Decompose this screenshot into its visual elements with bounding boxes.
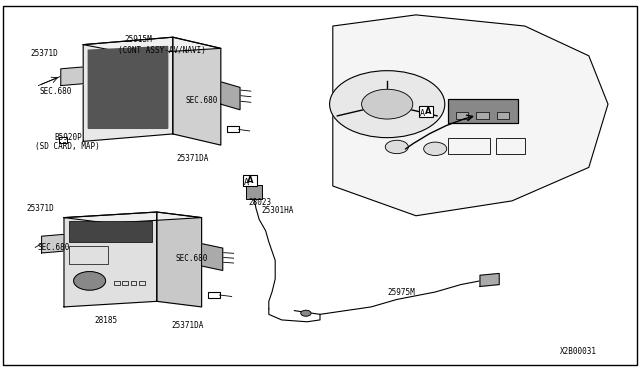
Polygon shape	[173, 37, 221, 145]
Bar	[139, 281, 145, 285]
Text: SEC.680: SEC.680	[186, 96, 218, 105]
Text: A: A	[244, 178, 249, 187]
Text: 25371DA: 25371DA	[176, 154, 209, 163]
Polygon shape	[480, 273, 499, 286]
Bar	[114, 281, 120, 285]
Polygon shape	[202, 244, 223, 270]
Text: SEC.680: SEC.680	[176, 254, 209, 263]
Text: 25371DA: 25371DA	[172, 321, 204, 330]
Text: SEC.680: SEC.680	[37, 243, 70, 252]
Circle shape	[385, 140, 408, 154]
Circle shape	[424, 142, 447, 155]
Polygon shape	[157, 212, 202, 307]
Bar	[227, 126, 239, 132]
Text: A: A	[425, 107, 431, 116]
Polygon shape	[333, 15, 608, 216]
Text: B5920P: B5920P	[54, 133, 82, 142]
Text: 25371D: 25371D	[31, 49, 58, 58]
Bar	[497, 112, 509, 119]
Polygon shape	[64, 212, 157, 307]
Bar	[208, 292, 220, 298]
Bar	[456, 112, 468, 119]
Polygon shape	[42, 234, 64, 253]
Text: X2B00031: X2B00031	[560, 347, 597, 356]
Polygon shape	[83, 37, 173, 141]
Text: 25975M: 25975M	[387, 288, 415, 296]
Bar	[59, 137, 67, 143]
Bar	[419, 106, 433, 117]
Bar	[496, 138, 525, 154]
Polygon shape	[88, 46, 168, 128]
Bar	[69, 246, 108, 264]
Text: 25301HA: 25301HA	[261, 206, 294, 215]
Circle shape	[362, 89, 413, 119]
Text: 25915M: 25915M	[125, 35, 152, 44]
Bar	[448, 99, 518, 123]
Text: 28185: 28185	[95, 316, 118, 325]
Bar	[243, 175, 257, 186]
Bar	[448, 99, 518, 123]
Bar	[476, 112, 489, 119]
Text: (CONT ASSY-AV/NAVI): (CONT ASSY-AV/NAVI)	[118, 46, 206, 55]
Bar	[69, 221, 152, 242]
Text: A: A	[420, 109, 425, 118]
Bar	[246, 185, 262, 199]
Text: 25371D: 25371D	[27, 204, 54, 213]
Bar	[131, 281, 136, 285]
Circle shape	[74, 272, 106, 290]
Text: A: A	[247, 176, 253, 185]
Circle shape	[330, 71, 445, 138]
Text: SEC.680: SEC.680	[40, 87, 72, 96]
Polygon shape	[64, 212, 202, 223]
Polygon shape	[221, 82, 240, 110]
Polygon shape	[83, 37, 221, 54]
Text: (SD CARD, MAP): (SD CARD, MAP)	[35, 142, 100, 151]
Polygon shape	[61, 67, 83, 86]
Bar	[122, 281, 128, 285]
Text: 28023: 28023	[248, 198, 271, 207]
Circle shape	[301, 310, 311, 316]
Bar	[448, 138, 490, 154]
